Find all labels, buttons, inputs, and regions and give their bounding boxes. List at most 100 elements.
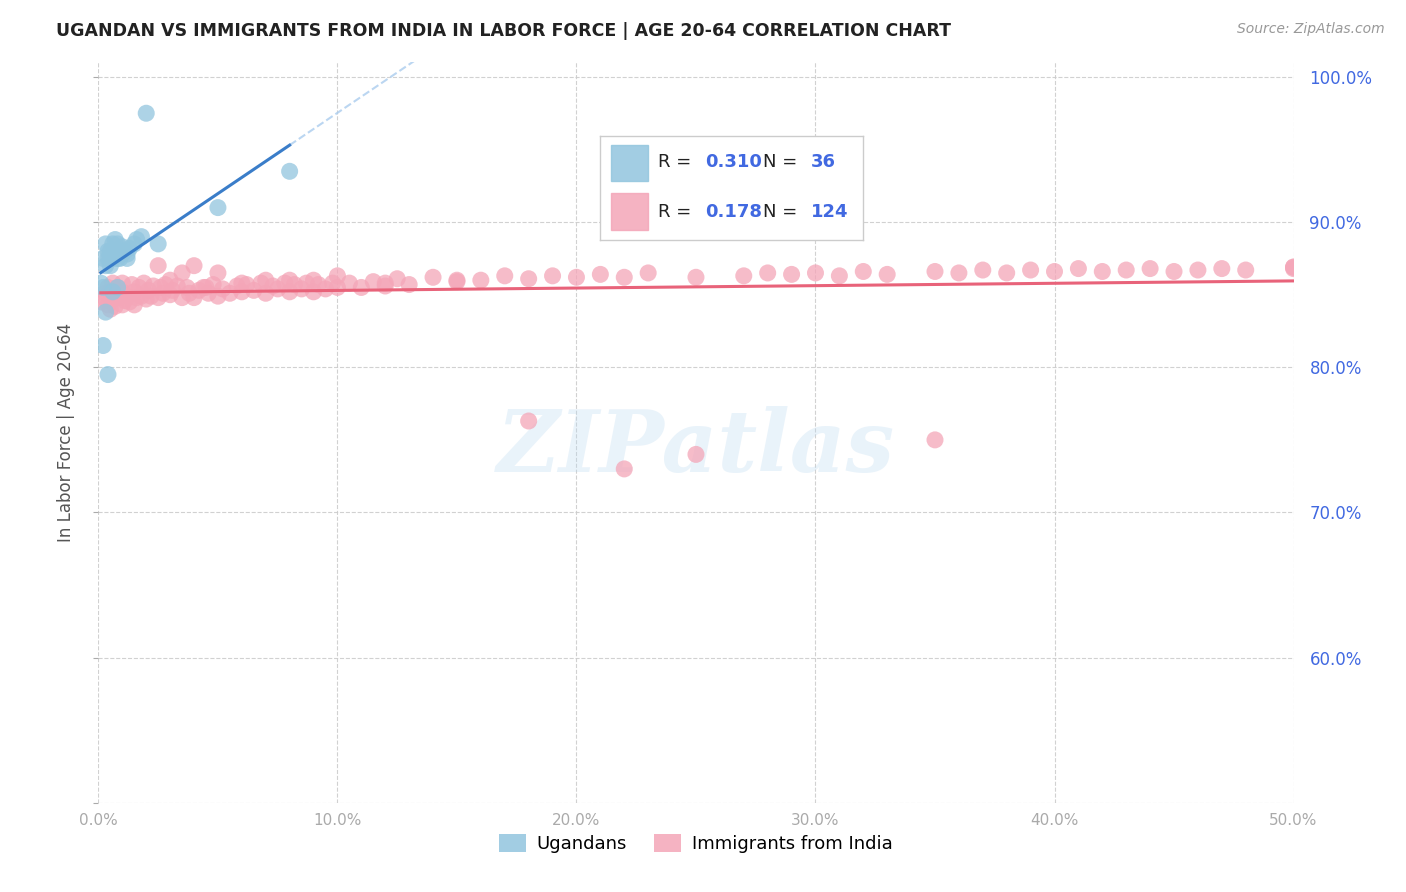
Point (1211, 261, 1233, 276)
Point (924, 264, 946, 278)
Point (104, 247, 127, 261)
Point (111, 247, 134, 261)
Point (565, 270, 588, 285)
Point (1115, 263, 1137, 277)
Point (254, 286, 277, 301)
Point (398, 277, 420, 292)
Point (179, 286, 201, 301)
Point (187, 284, 209, 298)
Point (315, 282, 337, 296)
Point (139, 289, 162, 303)
Point (1282, 261, 1305, 276)
Point (685, 447, 707, 461)
Point (613, 462, 636, 476)
Point (101, 276, 124, 290)
Point (202, 277, 225, 292)
Point (135, 106, 157, 120)
Point (363, 275, 385, 289)
Point (97, 244, 120, 259)
Point (90, 295, 112, 310)
Point (172, 266, 194, 280)
Point (972, 263, 994, 277)
Point (283, 277, 305, 292)
Point (422, 270, 444, 285)
Point (374, 276, 396, 290)
Point (91, 280, 114, 294)
Point (97, 368, 120, 382)
Point (98, 302, 122, 317)
Point (101, 292, 124, 306)
Point (231, 276, 253, 290)
Point (131, 289, 153, 303)
Point (211, 282, 233, 296)
Point (219, 286, 242, 301)
Point (262, 279, 284, 293)
Point (1163, 264, 1185, 278)
Point (278, 164, 301, 178)
Point (733, 268, 755, 283)
Point (231, 285, 253, 299)
Point (131, 229, 153, 244)
Point (494, 268, 516, 283)
Point (302, 285, 325, 299)
Point (108, 247, 131, 261)
Point (804, 266, 827, 280)
Point (111, 276, 134, 290)
Point (118, 241, 141, 255)
Point (339, 276, 361, 290)
Point (243, 284, 266, 298)
Point (1043, 264, 1066, 278)
Point (207, 266, 229, 280)
Point (685, 270, 707, 285)
Point (756, 266, 779, 280)
Point (124, 285, 146, 299)
Point (166, 279, 188, 293)
Point (183, 259, 205, 273)
Point (613, 270, 636, 285)
Point (155, 277, 177, 292)
Point (98, 252, 122, 266)
Point (124, 236, 146, 251)
Point (302, 273, 325, 287)
Point (470, 273, 492, 287)
Point (1282, 260, 1305, 274)
Point (121, 277, 143, 292)
Point (98, 244, 122, 259)
Point (207, 201, 229, 215)
Point (195, 280, 218, 294)
Point (138, 284, 160, 298)
Text: ZIPatlas: ZIPatlas (496, 406, 896, 489)
Point (104, 233, 127, 247)
Point (374, 279, 396, 293)
Point (326, 280, 349, 294)
Point (114, 293, 136, 308)
Point (322, 276, 344, 290)
Point (162, 284, 184, 298)
Point (149, 280, 172, 294)
Point (94, 259, 117, 273)
Point (267, 282, 290, 296)
Point (159, 273, 181, 287)
Point (94, 305, 117, 319)
Point (235, 277, 257, 292)
Point (828, 268, 851, 283)
Point (1091, 264, 1114, 278)
Point (108, 252, 131, 266)
Point (111, 285, 134, 299)
Point (385, 271, 409, 285)
Point (876, 268, 898, 282)
Point (111, 298, 134, 312)
Point (107, 280, 129, 294)
Point (104, 299, 127, 313)
Point (193, 280, 215, 294)
Point (517, 414, 540, 428)
Text: Source: ZipAtlas.com: Source: ZipAtlas.com (1237, 22, 1385, 37)
Point (350, 280, 373, 294)
Point (291, 282, 314, 296)
Point (226, 279, 249, 293)
Point (278, 273, 301, 287)
Point (1067, 261, 1090, 276)
Point (1187, 263, 1209, 277)
Point (274, 276, 297, 290)
Point (107, 236, 129, 251)
